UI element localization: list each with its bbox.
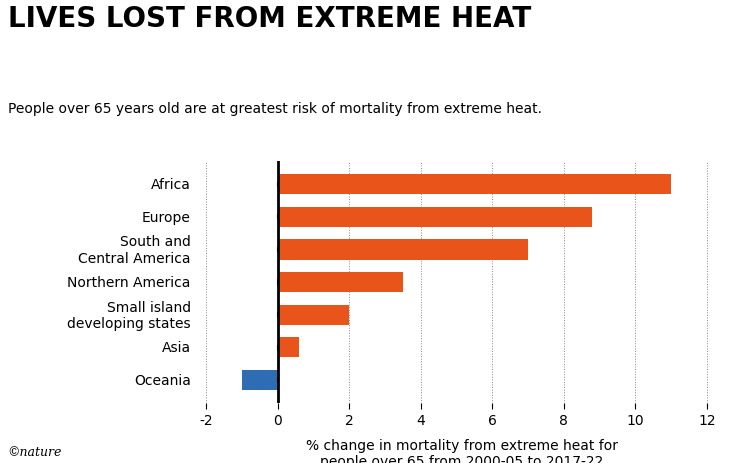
Bar (242, 370, 278, 390)
Text: LIVES LOST FROM EXTREME HEAT: LIVES LOST FROM EXTREME HEAT (8, 5, 531, 32)
Text: People over 65 years old are at greatest risk of mortality from extreme heat.: People over 65 years old are at greatest… (8, 102, 541, 116)
Bar (278, 240, 528, 260)
X-axis label: % change in mortality from extreme heat for
people over 65 from 2000-05 to 2017-: % change in mortality from extreme heat … (306, 438, 618, 463)
Bar (278, 305, 349, 325)
Bar (278, 338, 299, 357)
Text: ©nature: ©nature (8, 445, 62, 458)
Bar (278, 272, 403, 293)
Bar (278, 207, 593, 227)
Bar (278, 175, 671, 195)
